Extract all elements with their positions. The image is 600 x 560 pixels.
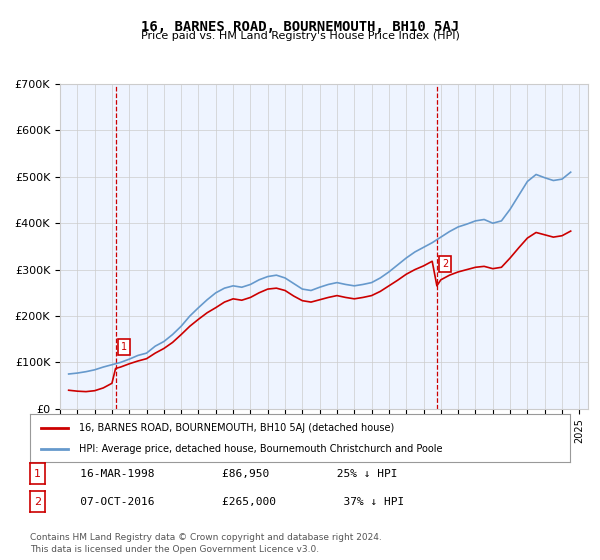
Text: 1: 1 (121, 342, 127, 352)
Text: 16, BARNES ROAD, BOURNEMOUTH, BH10 5AJ (detached house): 16, BARNES ROAD, BOURNEMOUTH, BH10 5AJ (… (79, 423, 394, 433)
Text: 1: 1 (34, 469, 41, 479)
Text: 07-OCT-2016          £265,000          37% ↓ HPI: 07-OCT-2016 £265,000 37% ↓ HPI (60, 497, 404, 507)
Text: HPI: Average price, detached house, Bournemouth Christchurch and Poole: HPI: Average price, detached house, Bour… (79, 444, 442, 454)
Text: 16, BARNES ROAD, BOURNEMOUTH, BH10 5AJ: 16, BARNES ROAD, BOURNEMOUTH, BH10 5AJ (141, 20, 459, 34)
Text: Contains HM Land Registry data © Crown copyright and database right 2024.: Contains HM Land Registry data © Crown c… (30, 533, 382, 542)
Text: This data is licensed under the Open Government Licence v3.0.: This data is licensed under the Open Gov… (30, 545, 319, 554)
Text: Price paid vs. HM Land Registry's House Price Index (HPI): Price paid vs. HM Land Registry's House … (140, 31, 460, 41)
Text: 16-MAR-1998          £86,950          25% ↓ HPI: 16-MAR-1998 £86,950 25% ↓ HPI (60, 469, 398, 479)
Text: 2: 2 (34, 497, 41, 507)
Text: 2: 2 (442, 259, 448, 269)
